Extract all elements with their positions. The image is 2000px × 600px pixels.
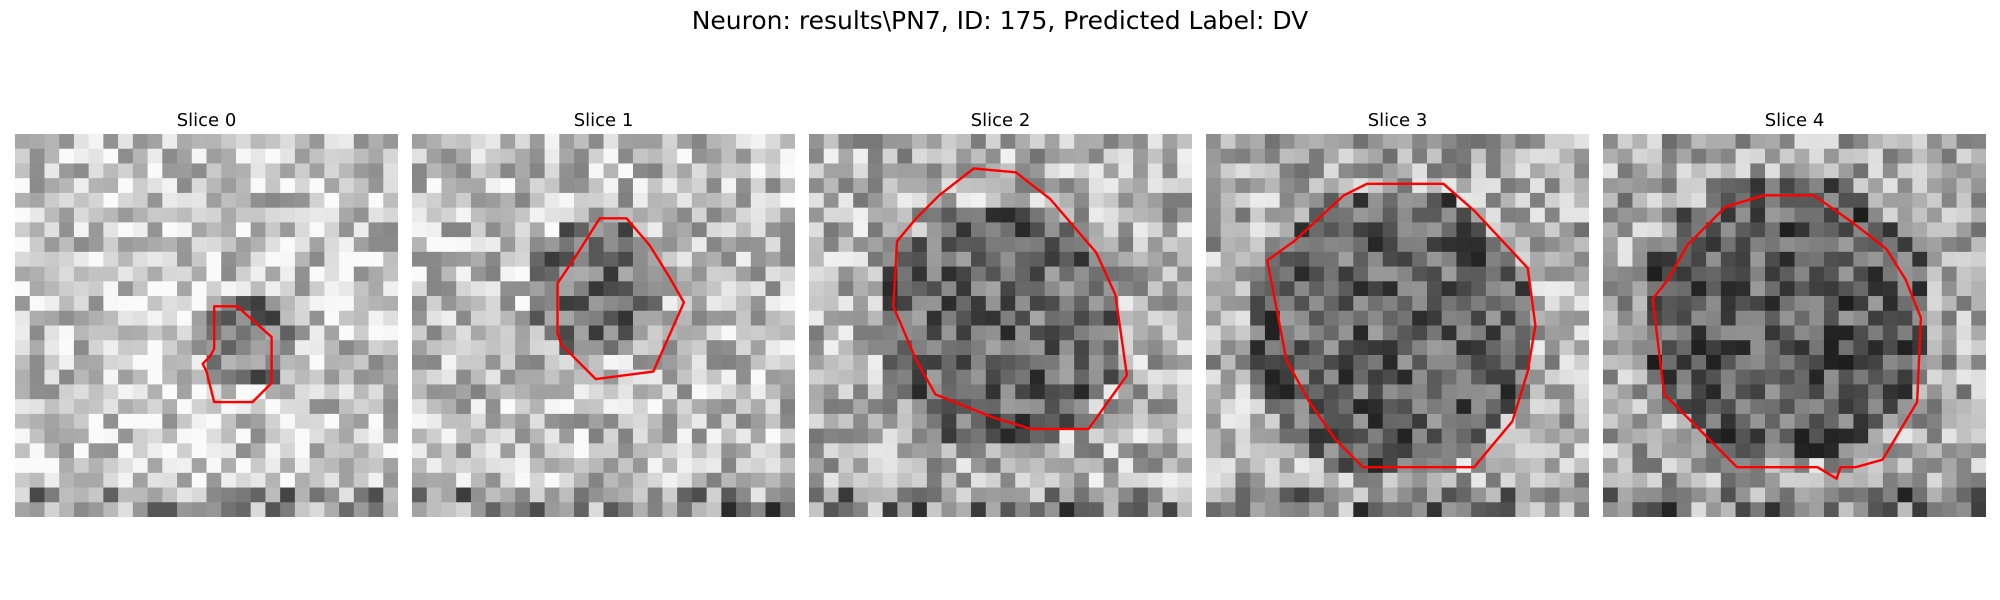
slice-title: Slice 1 [573, 110, 634, 131]
slice-panel-3: Slice 3 [1206, 108, 1589, 517]
neuron-contour [556, 217, 686, 381]
slice-image-4 [1603, 134, 1986, 517]
slice-panel-0: Slice 0 [15, 108, 398, 517]
slice-panel-1: Slice 1 [412, 108, 795, 517]
pixel-grid [412, 134, 795, 517]
slice-image-3 [1206, 134, 1589, 517]
pixel-grid [1206, 134, 1589, 517]
pixel-grid [1603, 134, 1986, 517]
slice-image-0 [15, 134, 398, 517]
neuron-contour [1266, 182, 1537, 469]
slice-image-2 [809, 134, 1192, 517]
pixel-grid [15, 134, 398, 517]
slice-title: Slice 3 [1367, 110, 1428, 131]
slice-panel-4: Slice 4 [1603, 108, 1986, 517]
neuron-contour [201, 305, 273, 404]
pixel-grid [809, 134, 1192, 517]
slice-image-1 [412, 134, 795, 517]
neuron-contour [1651, 194, 1923, 480]
slice-title: Slice 4 [1764, 110, 1825, 131]
slice-title: Slice 2 [970, 110, 1031, 131]
neuron-contour [892, 167, 1129, 431]
slice-title: Slice 0 [176, 110, 237, 131]
slice-panel-2: Slice 2 [809, 108, 1192, 517]
figure-title: Neuron: results\PN7, ID: 175, Predicted … [691, 6, 1309, 35]
